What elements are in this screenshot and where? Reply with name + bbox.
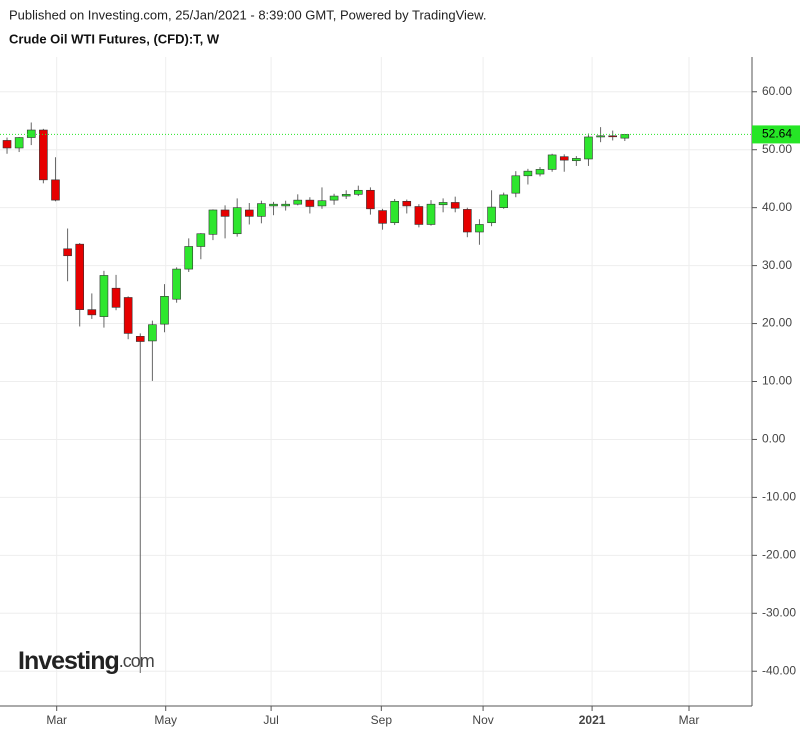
- candle-body: [293, 199, 303, 205]
- chart-title: Crude Oil WTI Futures, (CFD):T, W: [9, 31, 220, 46]
- candle-body: [596, 135, 605, 138]
- candle-body: [450, 202, 460, 209]
- candle-body: [523, 170, 533, 177]
- candle-body: [160, 296, 169, 325]
- x-tick-label: May: [154, 713, 177, 727]
- x-tick-label: Mar: [679, 713, 700, 727]
- candle-body: [87, 309, 97, 316]
- candle-body: [269, 203, 278, 207]
- candle-body: [196, 233, 206, 247]
- candle-body: [547, 154, 557, 170]
- candle-body: [148, 324, 157, 342]
- candle-body: [572, 158, 581, 162]
- y-tick-label: 10.00: [762, 374, 792, 388]
- candle-body: [111, 287, 121, 308]
- y-tick-label: -30.00: [762, 605, 796, 619]
- candle-body: [390, 200, 399, 224]
- candle-body: [475, 224, 484, 233]
- candle-body: [244, 209, 254, 217]
- x-tick-label: 2021: [579, 713, 606, 727]
- candle-body: [184, 246, 194, 270]
- grid: [0, 57, 752, 706]
- candle-body: [2, 140, 12, 149]
- candle-body: [75, 243, 85, 310]
- candle-body: [317, 200, 327, 207]
- candle-body: [584, 136, 593, 160]
- candle-body: [426, 203, 436, 225]
- candle-body: [257, 203, 266, 217]
- candle-body: [378, 210, 387, 224]
- y-tick-label: -40.00: [762, 663, 796, 677]
- candle-body: [354, 189, 363, 195]
- x-tick-label: Nov: [472, 713, 493, 727]
- candle-body: [329, 195, 339, 201]
- candle-body: [366, 189, 375, 210]
- watermark-suffix: .com: [119, 651, 154, 671]
- header: Published on Investing.com, 25/Jan/2021 …: [9, 7, 486, 22]
- candle-body: [123, 297, 133, 334]
- candle-body: [463, 209, 472, 233]
- candle-body: [535, 169, 545, 175]
- y-tick-label: 0.00: [762, 432, 786, 446]
- candle-body: [232, 207, 242, 235]
- watermark: Investing.com: [18, 647, 154, 675]
- y-tick-label: 60.00: [762, 84, 792, 98]
- candle-body: [305, 199, 315, 207]
- y-tick-label: 40.00: [762, 200, 792, 214]
- candle-body: [402, 200, 412, 207]
- x-tick-label: Jul: [263, 713, 278, 727]
- last-price-tag: [752, 125, 800, 144]
- candle-body: [438, 202, 448, 206]
- candle-body: [620, 134, 630, 139]
- candle-body: [39, 129, 48, 181]
- candle-body: [26, 129, 36, 138]
- candle-body: [281, 203, 290, 207]
- plot: [0, 122, 752, 673]
- x-tick-label: Sep: [371, 713, 393, 727]
- candle-body: [608, 135, 617, 138]
- y-tick-label: -20.00: [762, 548, 796, 562]
- y-tick-label: 30.00: [762, 258, 792, 272]
- y-tick-label: 20.00: [762, 316, 792, 330]
- last-price-label: 52.64: [762, 127, 792, 141]
- candle-body: [99, 275, 109, 317]
- candle-body: [51, 179, 60, 201]
- candle-body: [14, 137, 24, 149]
- candle-body: [499, 194, 508, 208]
- y-tick-label: 50.00: [762, 142, 792, 156]
- candle-body: [63, 248, 72, 257]
- candle-body: [172, 268, 181, 300]
- watermark-brand: Investing: [18, 647, 119, 675]
- candle-body: [220, 209, 230, 217]
- candle-body: [559, 156, 569, 161]
- candle-body: [487, 206, 496, 224]
- candle-body: [511, 175, 521, 194]
- x-tick-label: Mar: [46, 713, 67, 727]
- y-tick-label: -10.00: [762, 490, 796, 504]
- candle-body: [414, 206, 424, 225]
- candle-body: [341, 194, 351, 197]
- candle-body: [135, 336, 145, 342]
- candle-body: [208, 209, 218, 235]
